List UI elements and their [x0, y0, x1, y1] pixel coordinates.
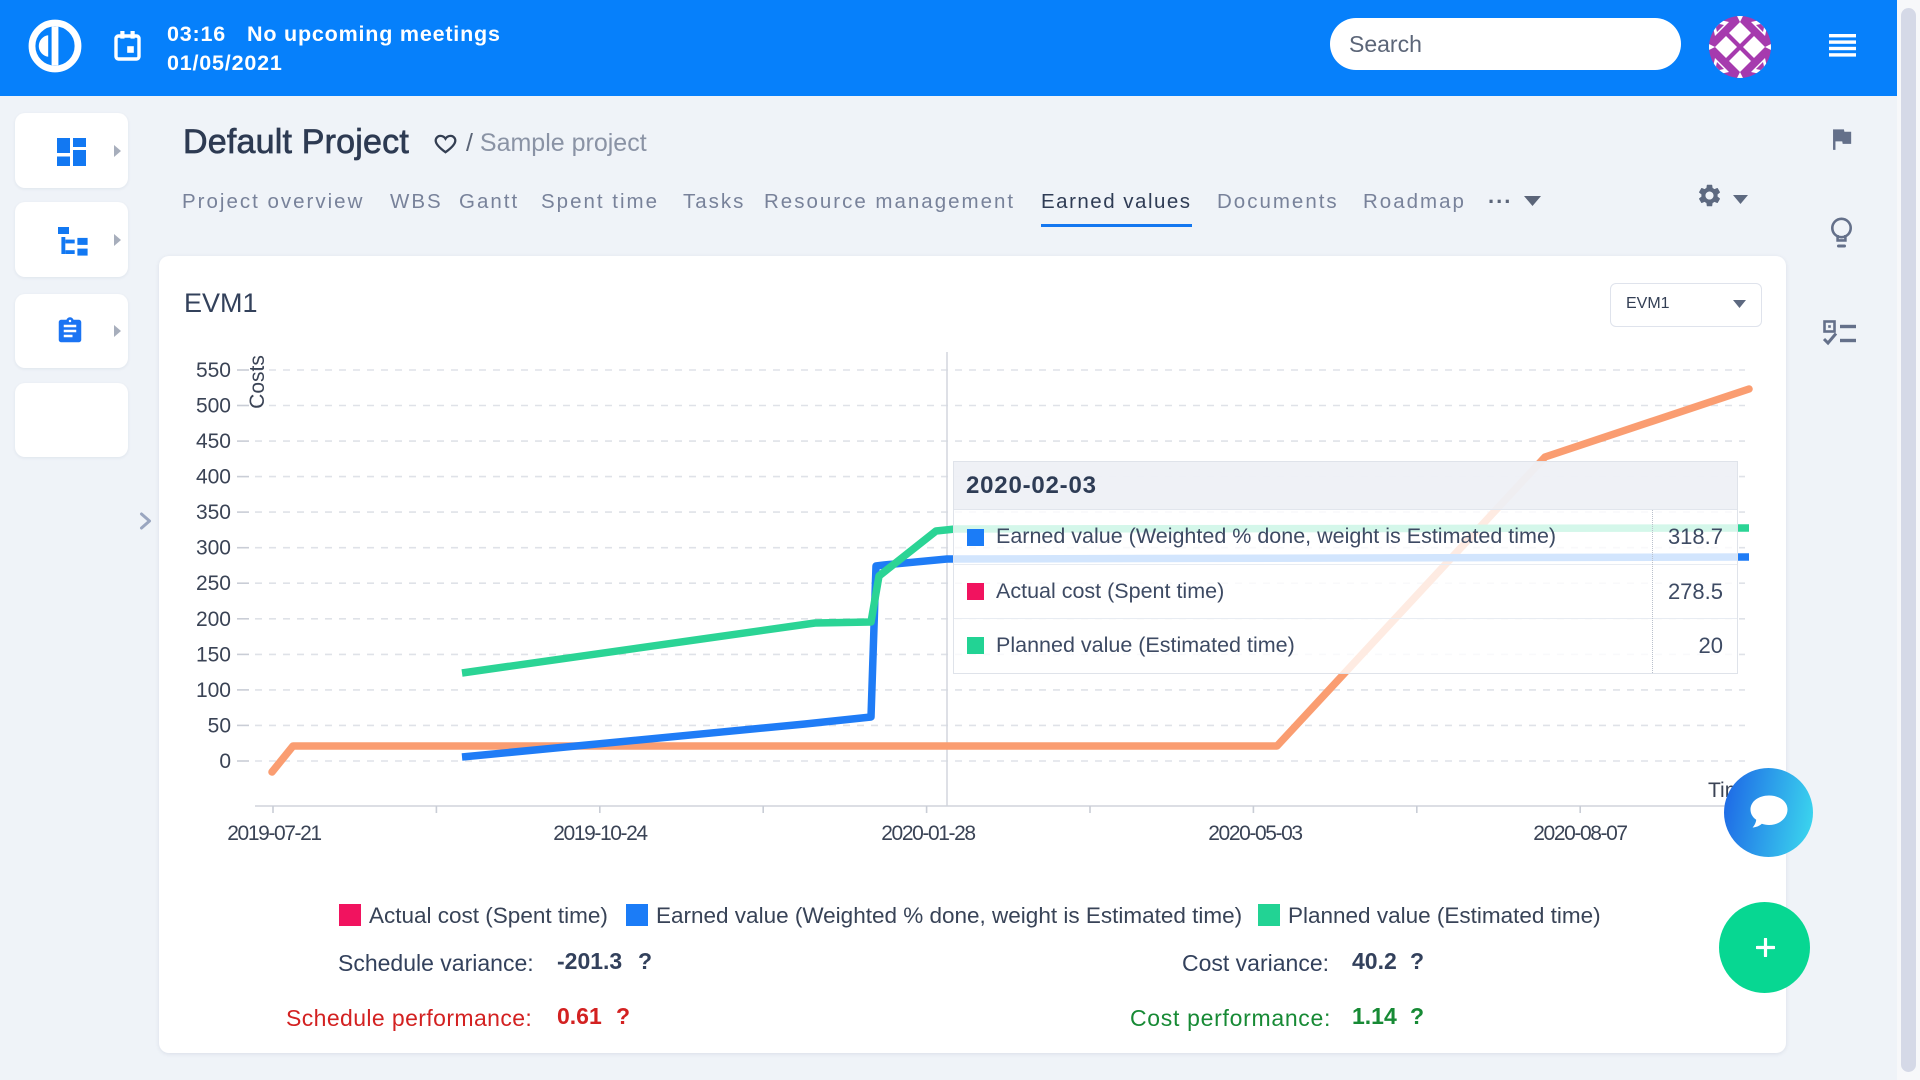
svg-text:2019-10-24: 2019-10-24: [553, 822, 648, 845]
svg-text:550: 550: [196, 359, 231, 382]
svg-text:450: 450: [196, 430, 231, 453]
svg-text:2020-08-07: 2020-08-07: [1533, 822, 1627, 845]
svg-text:100: 100: [196, 679, 231, 702]
svg-text:2020-01-28: 2020-01-28: [881, 822, 975, 845]
svg-text:200: 200: [196, 608, 231, 631]
svg-text:2019-07-21: 2019-07-21: [227, 822, 321, 845]
svg-text:500: 500: [196, 395, 231, 418]
svg-text:300: 300: [196, 537, 231, 560]
svg-text:0: 0: [219, 750, 231, 773]
svg-text:350: 350: [196, 501, 231, 524]
svg-text:50: 50: [208, 714, 231, 737]
svg-text:2020-05-03: 2020-05-03: [1208, 822, 1302, 845]
svg-text:400: 400: [196, 466, 231, 489]
svg-text:Costs: Costs: [246, 355, 269, 409]
svg-text:250: 250: [196, 572, 231, 595]
svg-text:150: 150: [196, 643, 231, 666]
